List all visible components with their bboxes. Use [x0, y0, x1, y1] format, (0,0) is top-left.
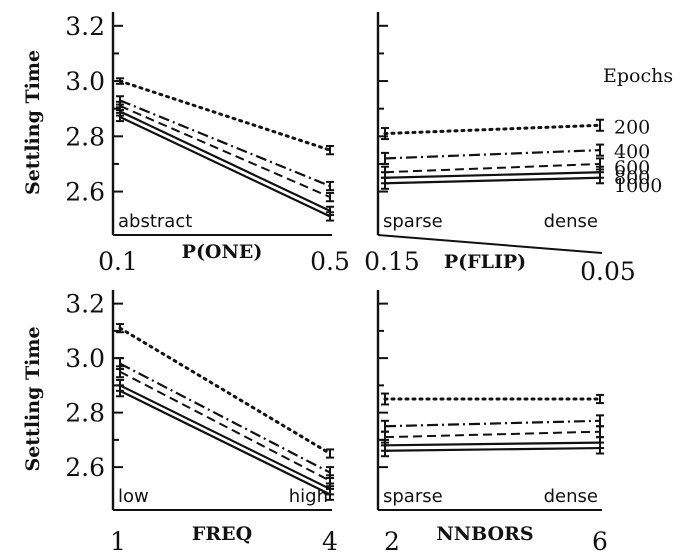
series-200: [381, 392, 604, 406]
series-line: [384, 149, 601, 160]
y-tick-label: 3.0: [65, 344, 105, 373]
series-line: [119, 389, 331, 496]
series-200: [116, 323, 334, 459]
series-line: [383, 123, 602, 136]
x-axis-line: [377, 234, 603, 254]
y-axis-title: Settling Time: [22, 326, 44, 471]
y-tick-label: 2.6: [65, 178, 105, 207]
series-line: [119, 115, 331, 218]
y-tick-label: 2.6: [65, 453, 105, 482]
series-400: [116, 357, 334, 480]
legend-title: Epochs: [603, 65, 673, 87]
series-400: [381, 414, 604, 433]
x-tick-label: 2: [384, 527, 400, 554]
series-line: [119, 384, 331, 490]
panel-bottom-right: 2 6 NNBORS sparse dense: [376, 290, 608, 554]
legend-label-200: 200: [614, 116, 650, 138]
annotation-left: low: [118, 486, 149, 507]
series-line: [118, 79, 332, 152]
panels: 2.6 2.8 3.0 3.2 Settling Time 0.1 0.5 P(ONE) abs…: [22, 12, 636, 554]
annotation-left: abstract: [118, 211, 192, 232]
series-1000: [116, 111, 334, 222]
legend-label-800: 800: [614, 167, 650, 189]
x-tick-label: 0.5: [310, 247, 350, 276]
y-tick-label: 2.8: [65, 399, 105, 428]
y-tick-label: 3.0: [65, 67, 105, 96]
x-tick-label: 0.05: [580, 257, 636, 286]
y-tick-label: 2.8: [65, 122, 105, 151]
series-600: [116, 100, 334, 203]
x-tick-label: 4: [322, 527, 338, 554]
series-line: [384, 419, 601, 428]
y-axis-title: Settling Time: [22, 50, 44, 195]
series-1000: [381, 441, 604, 458]
series-line: [384, 430, 601, 439]
x-tick-label: 0.1: [98, 247, 138, 276]
annotation-right: dense: [544, 211, 598, 232]
series-line: [384, 446, 601, 452]
series-line: [118, 326, 332, 455]
x-axis-title: NNBORS: [436, 523, 533, 545]
y-tick-label: 3.2: [65, 12, 105, 41]
series-line: [384, 162, 601, 174]
series-600: [116, 365, 334, 488]
series-200: [381, 118, 604, 141]
series-line: [119, 110, 331, 212]
legend-label-600: 600: [614, 157, 650, 179]
x-tick-label: 0.15: [364, 247, 420, 276]
series-line: [119, 362, 331, 474]
annotation-right: high: [289, 486, 328, 507]
series-800: [116, 106, 334, 217]
x-tick-label: 6: [592, 527, 608, 554]
annotation-left: sparse: [383, 211, 443, 232]
panel-top-right: 0.15 0.05 P(FLIP)sparse dense: [364, 12, 636, 286]
x-axis-title: P(FLIP): [444, 251, 526, 273]
annotation-right: dense: [544, 486, 598, 507]
x-axis-title: P(ONE): [182, 241, 263, 263]
panel-top-left: 2.6 2.8 3.0 3.2 Settling Time 0.1 0.5 P(ONE) abs…: [22, 12, 350, 276]
series-line: [119, 105, 331, 199]
series-1000: [116, 384, 334, 501]
legend-label-1000: 1000: [614, 175, 662, 197]
panel-bottom-left: 2.6 2.8 3.0 3.2 Settling Time 1 4 FREQ low high: [22, 290, 338, 554]
series-400: [116, 95, 334, 192]
series-200: [116, 77, 334, 156]
series-line: [384, 441, 601, 447]
legend-label-400: 400: [614, 141, 650, 163]
series-line: [384, 171, 601, 179]
annotation-left: sparse: [383, 486, 443, 507]
series-line: [119, 370, 331, 482]
series-400: [381, 143, 604, 165]
y-tick-label: 3.2: [65, 290, 105, 319]
series-line: [384, 176, 601, 185]
x-tick-label: 1: [110, 527, 126, 554]
series-line: [119, 99, 331, 188]
x-axis-title: FREQ: [192, 523, 252, 545]
series-1000: [381, 171, 604, 190]
series-600: [381, 425, 604, 444]
